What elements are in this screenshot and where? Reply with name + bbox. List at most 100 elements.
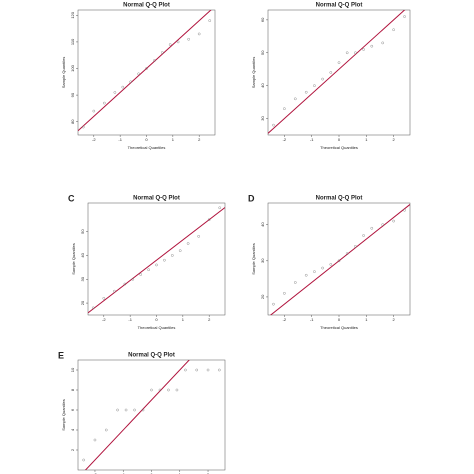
y-tick-label: 30 bbox=[260, 116, 265, 121]
x-tick-label: -1 bbox=[310, 317, 314, 322]
reference-line bbox=[78, 10, 212, 132]
point bbox=[81, 125, 85, 129]
point bbox=[123, 282, 127, 286]
y-tick-label: 10 bbox=[70, 367, 75, 372]
point bbox=[381, 223, 384, 226]
x-tick-label: -2 bbox=[102, 317, 106, 322]
point bbox=[92, 109, 96, 113]
point bbox=[187, 37, 190, 41]
y-tick-label: 40 bbox=[260, 222, 265, 227]
point bbox=[218, 206, 222, 210]
point bbox=[304, 90, 308, 94]
point bbox=[155, 263, 158, 267]
point bbox=[121, 85, 125, 89]
point bbox=[362, 48, 365, 51]
x-tick-label: 2 bbox=[207, 472, 210, 474]
point bbox=[392, 28, 395, 32]
point bbox=[370, 44, 374, 48]
point bbox=[392, 219, 395, 223]
panel: Normal Q-Q Plot Theoretical Quantiles Samp… bbox=[61, 3, 216, 150]
y-tick-label: 30 bbox=[260, 258, 265, 263]
point bbox=[294, 97, 297, 101]
x-tick-label: -2 bbox=[92, 137, 96, 142]
x-axis-label: Theoretical Quantiles bbox=[320, 325, 358, 330]
point bbox=[163, 258, 166, 262]
point bbox=[103, 101, 106, 105]
point bbox=[345, 51, 349, 55]
point bbox=[329, 263, 333, 266]
point bbox=[137, 72, 140, 76]
point bbox=[195, 368, 199, 372]
reference-line bbox=[269, 204, 410, 315]
y-tick-label: 20 bbox=[260, 294, 265, 299]
y-tick-label: 100 bbox=[70, 64, 75, 71]
x-tick-label: 2 bbox=[208, 317, 211, 322]
point bbox=[354, 245, 357, 248]
y-tick-label: 8 bbox=[70, 388, 75, 391]
y-tick-label: 20 bbox=[80, 300, 85, 305]
point bbox=[218, 368, 221, 372]
chart-title: Normal Q-Q Plot bbox=[133, 196, 180, 202]
y-tick-label: 2 bbox=[70, 448, 75, 451]
point bbox=[313, 84, 316, 87]
point bbox=[104, 428, 108, 432]
x-tick-label: 0 bbox=[338, 137, 341, 142]
point bbox=[403, 208, 406, 212]
plot-frame bbox=[267, 9, 411, 136]
chart-title: Normal Q-Q Plot bbox=[316, 196, 363, 202]
point bbox=[158, 388, 162, 392]
x-tick-label: 2 bbox=[392, 317, 395, 322]
point bbox=[184, 368, 187, 372]
point bbox=[141, 408, 145, 412]
x-tick-label: 0 bbox=[338, 317, 341, 322]
point bbox=[208, 19, 212, 22]
y-tick-label: 40 bbox=[260, 83, 265, 88]
chart-title: Normal Q-Q Plot bbox=[123, 3, 170, 9]
point bbox=[321, 266, 324, 270]
point bbox=[283, 107, 286, 110]
point bbox=[133, 408, 136, 412]
y-axis-label: Sample Quantiles bbox=[61, 57, 66, 89]
point bbox=[313, 270, 316, 273]
point bbox=[82, 458, 85, 462]
point bbox=[304, 273, 308, 277]
y-tick-label: 120 bbox=[70, 11, 75, 18]
panel-label: D bbox=[248, 193, 255, 203]
y-tick-label: 90 bbox=[70, 92, 75, 97]
x-tick-label: 2 bbox=[392, 137, 395, 142]
point bbox=[139, 273, 142, 276]
point bbox=[93, 438, 97, 442]
y-axis-label: Sample Quantiles bbox=[251, 243, 256, 275]
x-tick-label: 1 bbox=[182, 317, 185, 322]
point bbox=[161, 51, 164, 54]
reference-line bbox=[84, 360, 190, 470]
x-tick-label: 0 bbox=[145, 137, 148, 142]
plot-frame bbox=[267, 202, 411, 316]
y-tick-label: 60 bbox=[260, 17, 265, 22]
point bbox=[197, 235, 200, 238]
point bbox=[153, 59, 156, 62]
reference-line bbox=[88, 207, 225, 314]
x-axis-label: Theoretical Quantiles bbox=[138, 325, 176, 330]
point bbox=[147, 268, 150, 272]
y-tick-label: 30 bbox=[80, 276, 85, 281]
panel-label: E bbox=[58, 350, 64, 360]
point bbox=[329, 71, 333, 74]
point bbox=[113, 289, 116, 293]
y-tick-label: 50 bbox=[80, 229, 85, 234]
point bbox=[272, 123, 275, 127]
point bbox=[197, 32, 201, 36]
point bbox=[345, 252, 349, 255]
point bbox=[116, 408, 119, 412]
point bbox=[91, 306, 95, 310]
x-tick-label: 1 bbox=[365, 317, 368, 322]
point bbox=[207, 218, 211, 221]
point bbox=[337, 259, 341, 263]
x-tick-label: 2 bbox=[198, 137, 201, 142]
point bbox=[168, 43, 172, 46]
point bbox=[272, 302, 275, 306]
y-axis-label: Sample Quantiles bbox=[71, 243, 76, 275]
point bbox=[294, 281, 297, 284]
panel-label: C bbox=[68, 193, 75, 203]
